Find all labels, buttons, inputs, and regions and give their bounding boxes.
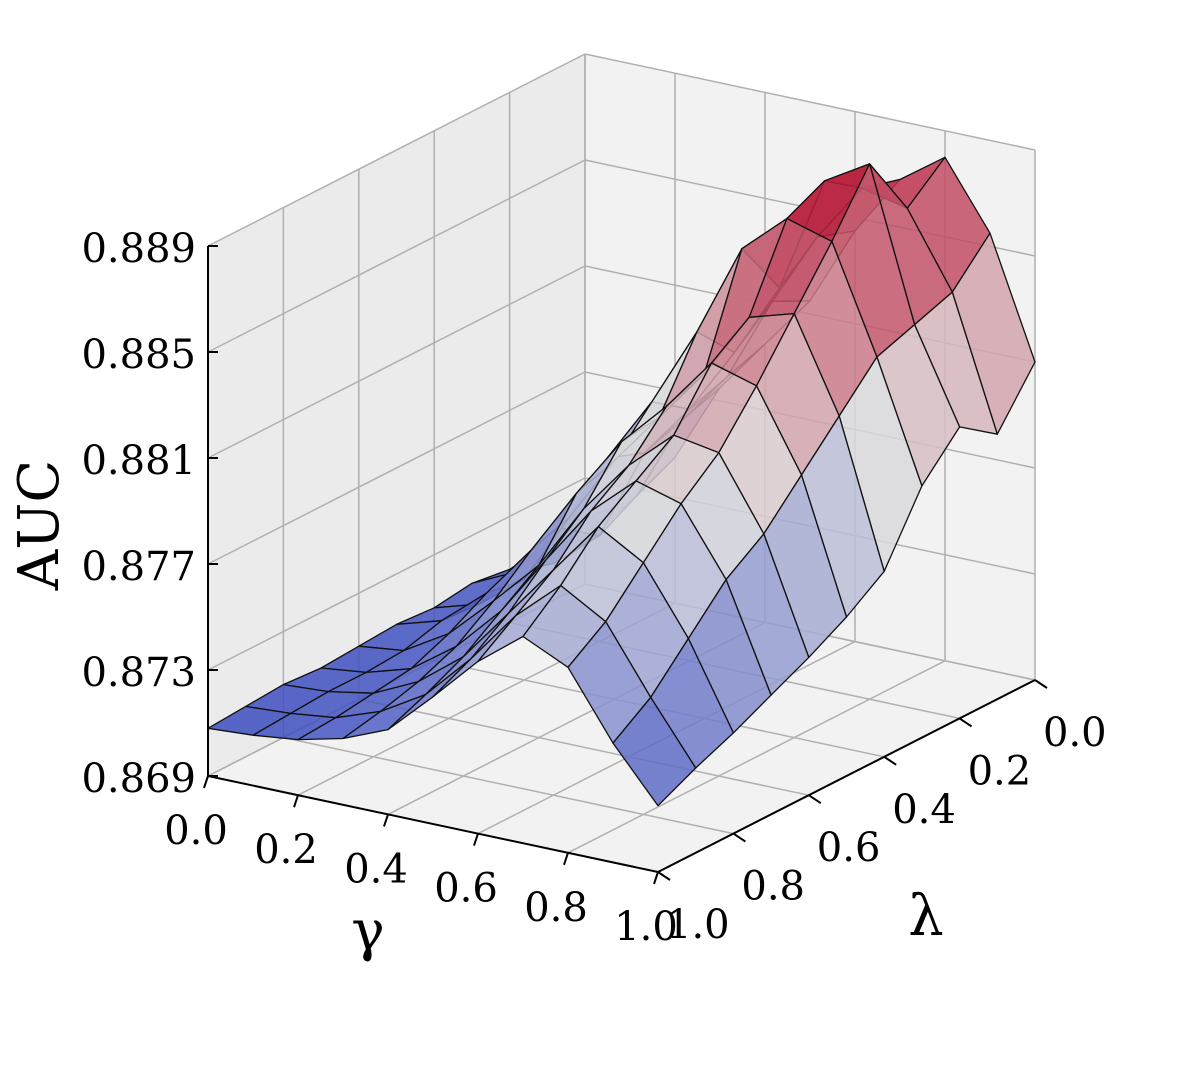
y-tick-label: 0.8 <box>741 864 805 910</box>
x-tick-mark <box>653 871 659 885</box>
x-tick-label: 1.0 <box>614 904 678 950</box>
y-tick-mark <box>959 717 973 728</box>
x-axis-label: γ <box>351 899 384 964</box>
x-tick-mark <box>203 775 209 789</box>
x-tick-label: 0.8 <box>524 885 588 931</box>
x-tick-label: 0.4 <box>344 846 408 892</box>
x-tick-label: 0.2 <box>254 827 318 873</box>
x-tick-label: 0.0 <box>164 808 228 854</box>
left-grid-z <box>207 159 586 353</box>
surface-cell <box>612 696 697 807</box>
axes-lines <box>203 245 1048 885</box>
back-grid-z <box>584 53 1036 151</box>
floor-grid-lambda <box>358 698 809 796</box>
z-tick-label: 0.885 <box>81 332 196 378</box>
floor-grid-lambda <box>283 736 734 835</box>
x-tick-mark <box>473 833 479 846</box>
z-tick-label: 0.881 <box>81 438 196 484</box>
z-tick-label: 0.889 <box>81 226 196 272</box>
y-axis-line <box>657 679 1036 873</box>
y-tick-label: 0.0 <box>1043 710 1107 756</box>
left-grid-z <box>207 477 586 671</box>
tick-labels: 0.0 0.2 0.4 0.6 0.8 1.00.00.20.40.60.81.00.86… <box>81 226 1106 950</box>
y-axis-label: λ <box>908 884 944 949</box>
y-tick-label: 0.2 <box>968 748 1032 794</box>
left-grid-z <box>207 265 586 459</box>
x-tick-label: 0.6 <box>434 866 498 912</box>
y-tick-label: 0.6 <box>817 825 881 871</box>
x-tick-mark <box>563 852 569 866</box>
left-grid-z <box>207 53 586 247</box>
z-tick-label: 0.877 <box>81 544 196 590</box>
x-tick-mark <box>293 794 299 808</box>
z-tick-label: 0.869 <box>81 756 196 802</box>
y-tick-mark <box>883 755 897 766</box>
surface-mesh <box>207 156 1036 807</box>
y-tick-mark <box>732 832 746 843</box>
left-grid-z <box>207 371 586 565</box>
floor-grid-gamma <box>567 660 946 854</box>
z-tick-label: 0.873 <box>81 650 196 696</box>
y-tick-mark <box>657 871 671 881</box>
x-axis-line <box>207 775 659 873</box>
y-tick-mark <box>808 794 822 805</box>
y-tick-mark <box>1034 679 1048 689</box>
y-tick-label: 1.0 <box>666 902 730 948</box>
z-axis-label: AUC <box>7 460 72 591</box>
y-tick-label: 0.4 <box>892 787 956 833</box>
x-tick-mark <box>383 814 389 827</box>
